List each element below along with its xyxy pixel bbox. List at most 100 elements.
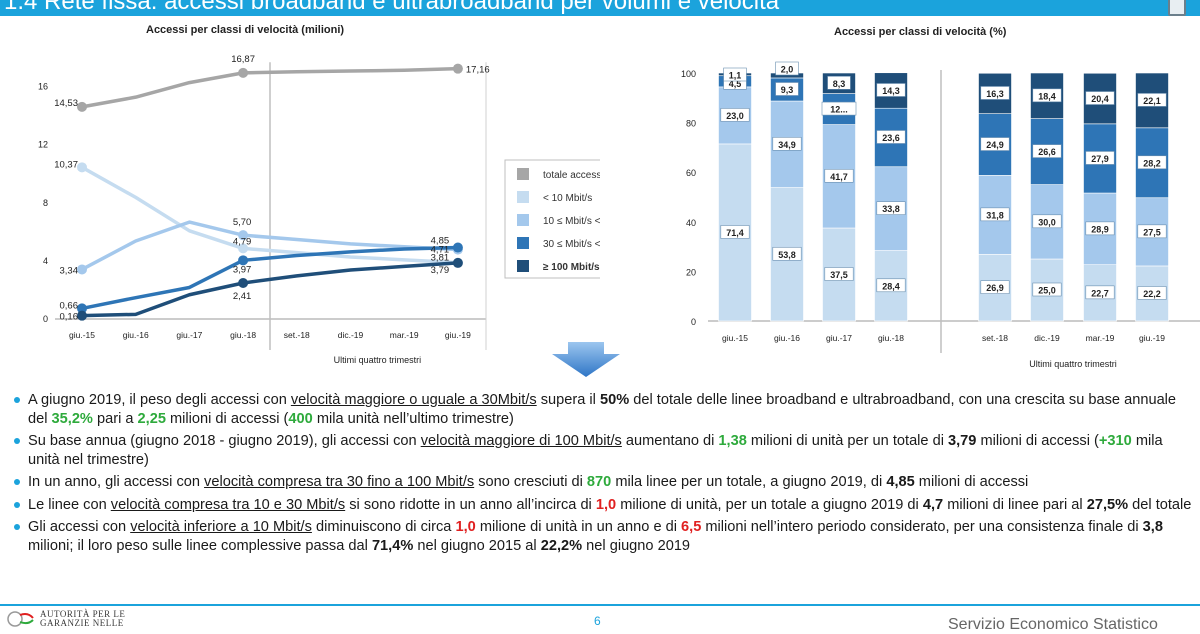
x-tick-label: giu.-17 — [826, 333, 852, 343]
legend-label: 10 ≤ Mbit/s < 30 — [543, 216, 600, 227]
series-line — [81, 66, 458, 109]
data-label: 10,37 — [54, 159, 78, 170]
bullet-text: mila linee per un totale, a giugno 2019,… — [611, 474, 887, 490]
data-label: 4,71 — [431, 245, 450, 256]
bullet-text: A giugno 2019, il peso degli accessi con — [28, 392, 291, 408]
bullet-text: milioni di unità per un totale di — [746, 433, 949, 449]
data-label-box — [1137, 224, 1167, 239]
data-label: 71,4 — [726, 228, 744, 238]
data-label-box — [1032, 282, 1062, 297]
data-label: 4,5 — [729, 79, 742, 89]
bullet-text: velocità compresa tra 10 e 30 Mbit/s — [110, 496, 346, 513]
data-label-box — [1137, 155, 1167, 170]
data-label-box — [775, 61, 799, 76]
header-bar: 1.4 Rete fissa: accessi broadband e ultr… — [0, 0, 1200, 16]
series-line — [81, 261, 459, 318]
bracket-label: Ultimi quattro trimestri — [1029, 359, 1117, 369]
data-label: 34,9 — [778, 140, 796, 150]
x-tick-label: mar.-19 — [1086, 333, 1115, 343]
x-tick-label: giu.-16 — [123, 330, 149, 340]
data-point — [77, 303, 87, 314]
data-point — [238, 277, 249, 288]
series-line — [81, 245, 458, 311]
data-label: 14,3 — [882, 86, 900, 96]
data-label: 16,3 — [986, 89, 1004, 99]
data-label-box — [723, 67, 747, 82]
data-label-box — [876, 201, 906, 215]
series-line — [81, 165, 458, 265]
x-tick-label: set.-18 — [982, 333, 1008, 343]
legend-label: < 10 Mbit/s — [543, 193, 592, 204]
data-point — [238, 255, 249, 266]
data-label-box — [1032, 144, 1062, 158]
data-label-box — [827, 75, 851, 90]
data-label-box — [821, 101, 857, 116]
bullet-text: velocità compresa tra 30 fino a 100 Mbit… — [204, 474, 475, 490]
data-point — [452, 242, 463, 253]
data-label: 24,9 — [986, 140, 1004, 150]
bullet-text: 1,38 — [718, 433, 747, 449]
y-tick-label: 12 — [38, 140, 48, 150]
data-label-box — [720, 225, 750, 239]
data-label: 0,66 — [60, 300, 79, 311]
data-label: 16,87 — [231, 54, 255, 65]
footer-divider — [0, 604, 1200, 606]
bar-chart-title: Accessi per classi di velocità (%) — [834, 26, 1007, 38]
data-label: 0,16 — [60, 312, 79, 323]
data-point — [77, 101, 87, 112]
page-number: 6 — [594, 614, 601, 628]
data-label-box — [980, 207, 1010, 222]
bullet-text: Le linee con — [28, 496, 111, 513]
data-label: 26,6 — [1038, 147, 1056, 157]
data-label: 28,4 — [882, 281, 900, 291]
y-tick-label: 60 — [686, 168, 696, 178]
footer-org-name: AUTORITÀ PER LE GARANZIE NELLE — [40, 610, 125, 628]
bullet-text: 3,8 — [1142, 519, 1163, 535]
data-label-box — [1085, 151, 1115, 165]
down-arrow — [552, 342, 620, 377]
legend-swatch — [517, 168, 529, 180]
data-point — [77, 162, 87, 173]
data-label: 25,0 — [1038, 286, 1056, 296]
legend-label: totale accessi — [543, 170, 600, 181]
bullet-text: Su base annua (giugno 2018 - giugno 2019… — [28, 433, 421, 449]
bullet-text: milioni di accessi — [914, 474, 1029, 490]
data-label-box — [720, 108, 750, 122]
legend-swatch — [517, 237, 529, 249]
x-tick-label: giu.-15 — [722, 333, 748, 343]
bullet-text: 50% — [599, 392, 630, 408]
data-label: 28,2 — [1143, 158, 1161, 168]
y-tick-label: 16 — [38, 82, 48, 92]
data-label-box — [1085, 91, 1115, 105]
data-label-box — [1085, 285, 1115, 300]
data-label: 3,97 — [233, 264, 252, 275]
bullet-text: velocità maggiore di 100 Mbit/s — [420, 433, 622, 449]
x-tick-label: mar.-19 — [390, 330, 419, 340]
data-label: 14,53 — [54, 98, 78, 109]
data-label: 3,79 — [431, 265, 450, 276]
data-label: 2,0 — [781, 65, 794, 75]
data-point — [452, 257, 463, 268]
y-tick-label: 0 — [691, 317, 696, 327]
bullet-text: nel giugno 2015 al — [413, 537, 541, 554]
data-label-box — [824, 168, 854, 183]
data-label: 12... — [830, 105, 848, 115]
y-tick-label: 40 — [686, 218, 696, 228]
data-label-box — [1137, 286, 1167, 300]
data-label: 3,81 — [431, 253, 450, 264]
bullet-text: del totale delle linee broadband e ultra… — [28, 392, 1177, 427]
bracket-label: Ultimi quattro trimestri — [334, 355, 422, 365]
bullet-text: 3,79 — [948, 433, 977, 449]
bullet-item: Su base annua (giugno 2018 - giugno 2019… — [12, 432, 1192, 469]
bullet-item: Le linee con velocità compresa tra 10 e … — [12, 496, 1192, 515]
series-line — [81, 220, 458, 272]
footer-org-line1: AUTORITÀ PER LE — [40, 609, 126, 619]
stacked-bar-chart: 0 20 40 60 80 100 giu.-15 giu.-16 giu.-17 giu.-18… — [681, 61, 1200, 369]
bullet-text: In un anno, gli accessi con — [28, 474, 205, 490]
bullet-text: 27,5% — [1086, 496, 1129, 513]
bullet-text: 71,4% — [371, 537, 414, 554]
document-icon[interactable] — [1168, 0, 1186, 16]
bullet-text: mila unità nell’ultimo trimestre) — [312, 410, 514, 427]
data-label-box — [876, 130, 906, 144]
bullet-text: nel giugno 2019 — [582, 537, 691, 554]
